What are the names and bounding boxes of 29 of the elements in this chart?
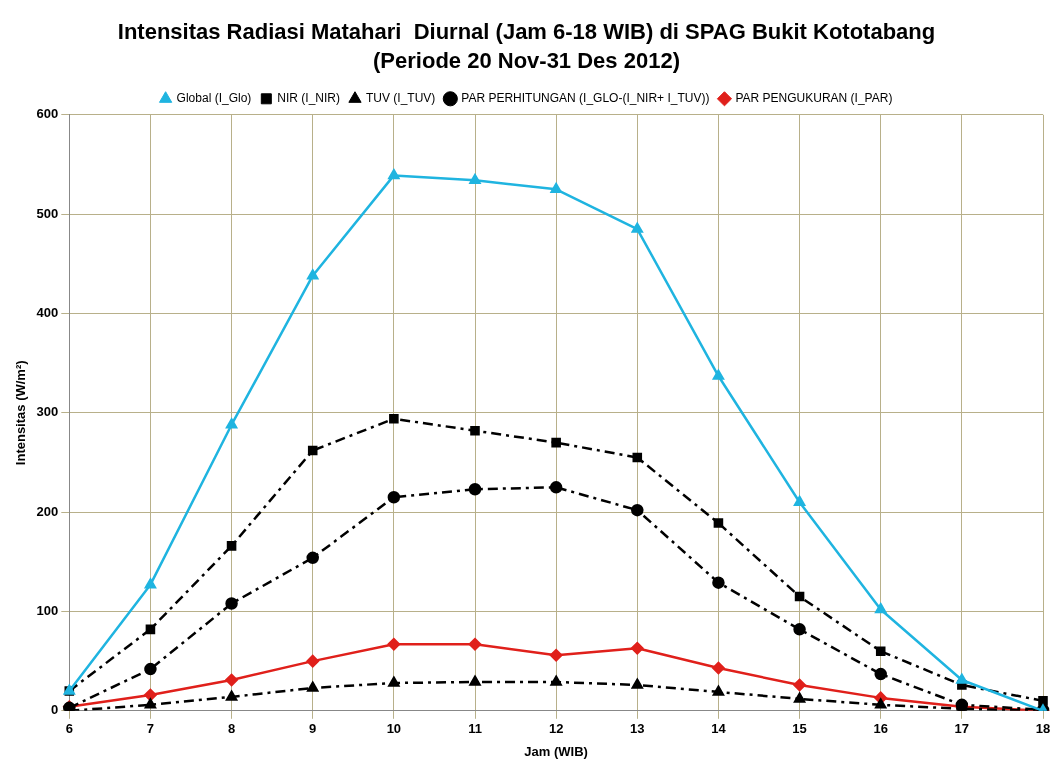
x-tick-label: 16 <box>873 721 888 737</box>
legend-label: NIR (I_NIR) <box>277 91 340 106</box>
chart-subtitle: (Periode 20 Nov-31 Des 2012) <box>373 47 680 73</box>
y-tick-label: 400 <box>36 305 59 321</box>
x-tick-label: 6 <box>65 721 73 737</box>
y-tick-label: 600 <box>36 106 59 122</box>
y-axis-title: Intensitas (W/m²) <box>13 360 29 466</box>
x-tick-label: 9 <box>309 721 317 737</box>
x-tick-label: 10 <box>386 721 402 737</box>
y-tick-label: 100 <box>36 603 59 619</box>
legend-label: TUV (I_TUV) <box>365 91 436 106</box>
legend-label: PAR PERHITUNGAN (I_GLO-(I_NIR+ I_TUV)) <box>461 91 710 106</box>
y-tick-label: 300 <box>36 404 59 420</box>
y-tick-label: 500 <box>36 205 59 221</box>
x-tick-label: 18 <box>1035 721 1051 737</box>
x-tick-label: 11 <box>468 721 482 737</box>
legend-label: Global (I_Glo) <box>176 91 252 106</box>
x-tick-label: 17 <box>954 721 970 737</box>
x-tick-label: 12 <box>548 721 564 737</box>
x-tick-label: 8 <box>227 721 236 737</box>
y-tick-label: 0 <box>51 702 59 718</box>
y-tick-label: 200 <box>36 503 59 519</box>
chart-title: Intensitas Radiasi Matahari Diurnal (Jam 6-18 WIB) di SPAG Bukit Kototabang <box>117 19 936 45</box>
x-tick-label: 13 <box>630 721 645 737</box>
x-tick-label: 15 <box>792 721 807 737</box>
x-tick-label: 7 <box>146 721 155 737</box>
x-axis-title: Jam (WIB) <box>524 743 588 759</box>
x-tick-label: 14 <box>711 721 727 737</box>
legend-label: PAR PENGUKURAN (I_PAR) <box>735 91 893 106</box>
